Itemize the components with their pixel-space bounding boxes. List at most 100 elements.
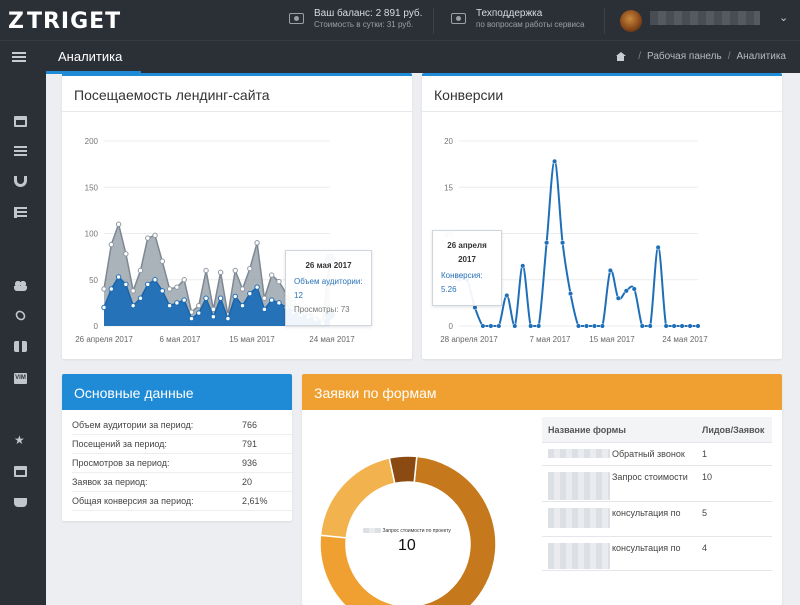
lead-count: 4	[702, 543, 708, 553]
divider	[604, 8, 605, 34]
home-icon[interactable]	[615, 52, 627, 61]
conversion-point	[631, 286, 637, 292]
lead-count: 10	[702, 472, 713, 482]
forms-card: Заявки по формам Запрос стоимости по про…	[302, 374, 782, 605]
audience-point	[268, 297, 275, 303]
redacted-text	[548, 449, 610, 458]
balance-info[interactable]: Ваш баланс: 2 891 руб. Стоимость в сутки…	[289, 8, 422, 29]
basic-data-key: Объем аудитории за период:	[72, 420, 194, 430]
lead-count: 1	[702, 449, 708, 459]
conversion-point	[488, 323, 494, 329]
basic-data-key: Просмотров за период:	[72, 458, 170, 468]
users-icon[interactable]	[14, 280, 27, 291]
vim-icon[interactable]: VIM	[14, 373, 27, 384]
list-icon[interactable]	[14, 146, 27, 157]
audience-point	[232, 293, 238, 300]
binoculars-icon[interactable]	[14, 341, 27, 352]
breadcrumb-separator: /	[727, 51, 731, 62]
audience-point	[181, 297, 187, 303]
avatar[interactable]	[620, 10, 642, 32]
chevron-down-icon[interactable]: ⌄	[779, 12, 789, 24]
conversion-point	[639, 323, 645, 329]
x-tick-label: 28 апреля 2017	[440, 335, 498, 344]
views-point	[254, 240, 260, 246]
views-point	[137, 267, 144, 274]
table-row[interactable]: Запрос стоимости 10	[542, 466, 772, 502]
tooltip-views: Просмотры: 73	[294, 305, 350, 314]
views-point	[145, 235, 151, 241]
views-point	[239, 286, 246, 292]
table-row[interactable]: консультация по 4	[542, 537, 772, 571]
views-point	[101, 286, 107, 292]
form-name: Обратный звонок	[612, 449, 685, 459]
audience-point	[152, 277, 158, 283]
audience-point	[276, 300, 282, 306]
basic-data-value: 936	[242, 458, 258, 468]
table-list-icon[interactable]	[14, 207, 27, 218]
views-point	[181, 277, 187, 283]
x-tick-label: 6 мая 2017	[160, 335, 202, 344]
page-title: Аналитика	[46, 41, 141, 74]
audience-point	[254, 284, 260, 290]
support-info[interactable]: Техподдержка по вопросам работы сервиса	[451, 8, 584, 29]
basic-data-title: Основные данные	[62, 374, 292, 410]
conversion-point	[536, 323, 542, 329]
donut-slice	[388, 455, 418, 485]
breadcrumb-separator: /	[638, 51, 641, 62]
magnet-icon[interactable]	[14, 176, 27, 187]
audience-point	[101, 304, 107, 311]
donut-center-label-text: Запрос стоимости по проекту	[382, 528, 451, 534]
table-row[interactable]: Обратный звонок 1	[542, 443, 772, 466]
conversion-point	[496, 323, 502, 329]
divider	[433, 8, 434, 34]
redacted-text	[363, 528, 382, 534]
breadcrumb-item-dashboard[interactable]: Рабочая панель	[647, 51, 722, 62]
y-tick-label: 150	[85, 183, 99, 192]
star-icon[interactable]: ★	[14, 433, 25, 447]
conversion-point	[480, 323, 486, 329]
traffic-title: Посещаемость лендинг-сайта	[74, 87, 270, 103]
redacted-text	[548, 508, 610, 528]
basic-data-row: Общая конверсия за период: 2,61%	[72, 492, 292, 511]
donut-slice	[401, 455, 497, 605]
lead-count: 5	[702, 508, 708, 518]
forms-donut-chart[interactable]	[302, 410, 782, 605]
form-name: Запрос стоимости	[612, 472, 688, 482]
link-icon[interactable]	[13, 308, 28, 323]
views-point	[152, 232, 158, 239]
conversion-point	[623, 288, 629, 294]
breadcrumb-item-analytics: Аналитика	[736, 51, 787, 62]
brand-logo[interactable]: Z TRIGET	[8, 9, 121, 34]
conversion-point	[544, 240, 550, 246]
basic-data-list: Объем аудитории за период: 766 Посещений з…	[72, 416, 292, 511]
x-tick-label: 15 мая 2017	[229, 335, 275, 344]
column-header-form[interactable]: Название формы	[548, 424, 626, 435]
basic-data-card: Основные данные Объем аудитории за перио…	[62, 374, 292, 521]
views-point	[166, 286, 173, 292]
menu-toggle-icon[interactable]	[12, 52, 26, 62]
audience-point	[166, 302, 173, 309]
conversion-point	[591, 323, 597, 329]
x-tick-label: 26 апреля 2017	[75, 335, 133, 344]
form-name-redacted	[542, 449, 612, 458]
conversion-point	[663, 323, 669, 329]
donut-slice	[319, 534, 403, 605]
views-point	[115, 221, 122, 227]
audience-point	[123, 281, 129, 288]
tooltip-date: 26 апреля 2017	[447, 241, 487, 264]
sidebar: VIM ★	[0, 73, 46, 605]
column-header-leads[interactable]: Лидов/Заявок	[702, 424, 765, 435]
tooltip-audience: Объем аудитории: 12	[294, 277, 363, 300]
donut-center-value: 10	[398, 537, 416, 554]
sitemap-icon[interactable]	[14, 466, 27, 477]
basic-data-key: Общая конверсия за период:	[72, 496, 194, 506]
coffee-icon[interactable]	[14, 498, 27, 507]
brand-name: TRIGET	[26, 9, 122, 34]
user-name-redacted[interactable]	[650, 11, 760, 25]
conversion-point	[520, 263, 526, 269]
table-row[interactable]: консультация по 5	[542, 502, 772, 537]
traffic-chart[interactable]: 0 50 100 150 200 26 апреля 2017 6 мая 2017 15 м…	[62, 114, 412, 359]
audience-point	[203, 295, 209, 301]
sitemap-icon[interactable]	[14, 116, 27, 127]
basic-data-value: 2,61%	[242, 496, 268, 506]
